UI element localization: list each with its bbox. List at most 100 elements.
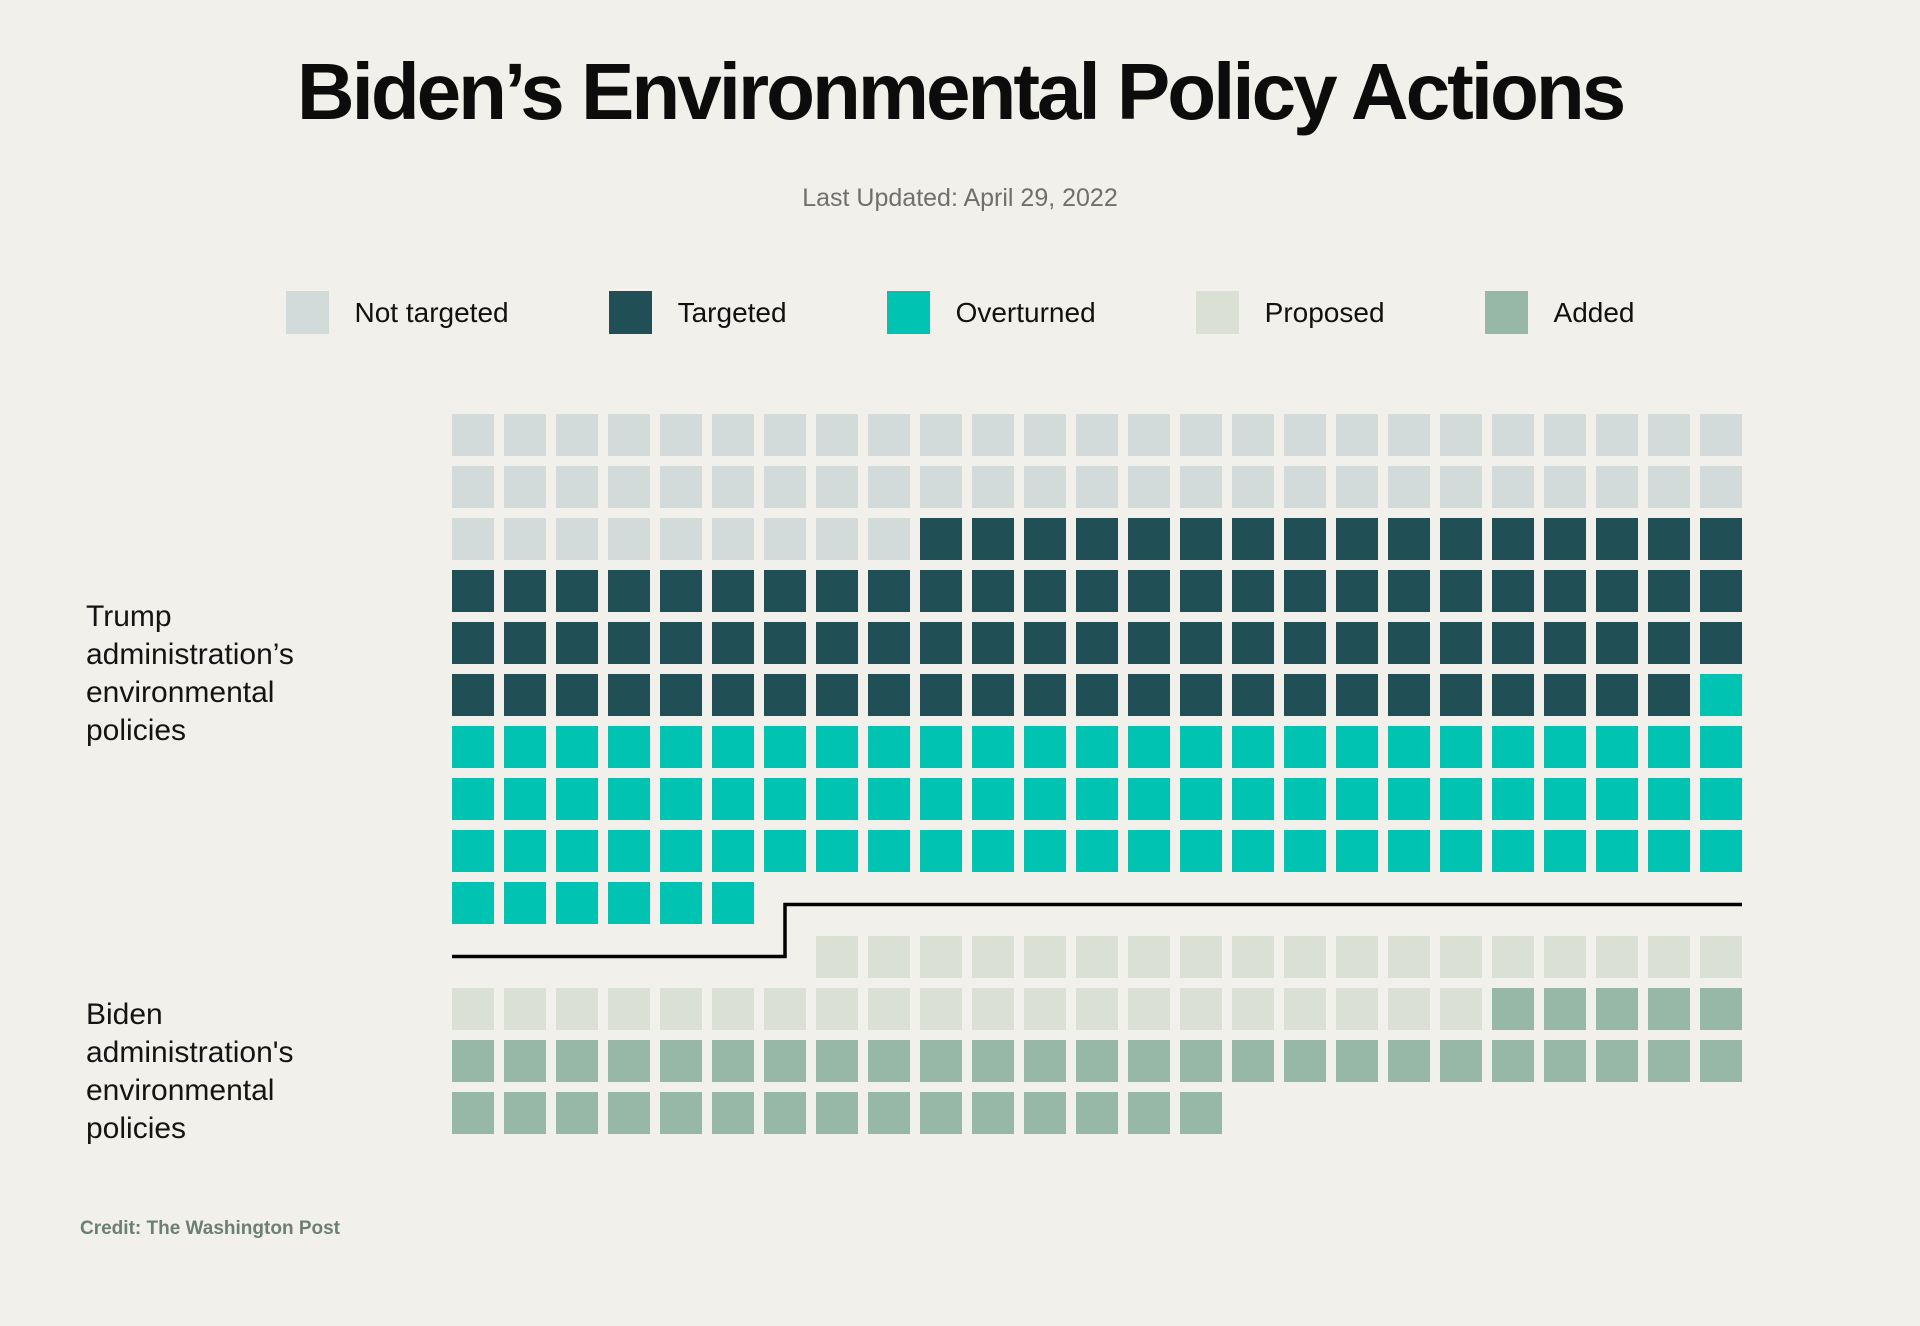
waffle-cell-targeted <box>1336 674 1378 716</box>
waffle-cell-proposed <box>1492 936 1534 978</box>
waffle-cell-targeted <box>712 674 754 716</box>
waffle-cell-added <box>1180 1040 1222 1082</box>
waffle-cell-added <box>920 1040 962 1082</box>
waffle-cell-overturned <box>1024 830 1066 872</box>
waffle-cell-not_targeted <box>1232 466 1274 508</box>
waffle-cell-targeted <box>868 674 910 716</box>
waffle-cell-not_targeted <box>816 518 858 560</box>
waffle-cell-targeted <box>1180 622 1222 664</box>
waffle-cell-overturned <box>1648 726 1690 768</box>
waffle-cell-overturned <box>556 882 598 924</box>
waffle-cell-not_targeted <box>452 518 494 560</box>
legend-item-targeted: Targeted <box>608 291 787 334</box>
waffle-cell-not_targeted <box>556 466 598 508</box>
waffle-cell-not_targeted <box>1492 466 1534 508</box>
waffle-cell-targeted <box>1076 518 1118 560</box>
legend-label-proposed: Proposed <box>1264 296 1385 328</box>
waffle-cell-added <box>1232 1040 1274 1082</box>
waffle-cell-not_targeted <box>972 414 1014 456</box>
waffle-cell-targeted <box>868 570 910 612</box>
waffle-cell-proposed <box>1232 988 1274 1030</box>
waffle-cell-overturned <box>712 830 754 872</box>
waffle-cell-added <box>816 1092 858 1134</box>
waffle-cell-targeted <box>1648 622 1690 664</box>
waffle-cell-overturned <box>1440 778 1482 820</box>
waffle-cell-not_targeted <box>1596 414 1638 456</box>
waffle-cell-targeted <box>1232 674 1274 716</box>
waffle-cell-targeted <box>504 622 546 664</box>
waffle-cell-overturned <box>1232 726 1274 768</box>
waffle-cell-added <box>1648 1040 1690 1082</box>
waffle-cell-overturned <box>1700 778 1742 820</box>
waffle-cell-proposed <box>920 988 962 1030</box>
waffle-cell-proposed <box>1596 936 1638 978</box>
waffle-cell-targeted <box>972 622 1014 664</box>
legend-swatch-proposed <box>1195 291 1239 334</box>
waffle-cell-targeted <box>556 622 598 664</box>
waffle-cell-not_targeted <box>1596 466 1638 508</box>
chart-title: Biden’s Environmental Policy Actions <box>296 47 1626 136</box>
waffle-cell-targeted <box>1336 518 1378 560</box>
waffle-cell-overturned <box>556 830 598 872</box>
waffle-cell-added <box>1024 1092 1066 1134</box>
waffle-cell-added <box>1596 988 1638 1030</box>
legend-item-not-targeted: Not targeted <box>285 291 509 334</box>
waffle-cell-targeted <box>764 570 806 612</box>
waffle-cell-overturned <box>660 726 702 768</box>
waffle-cell-targeted <box>816 622 858 664</box>
waffle-cell-overturned <box>764 726 806 768</box>
waffle-cell-targeted <box>1284 622 1326 664</box>
waffle-cell-targeted <box>1232 570 1274 612</box>
waffle-cell-overturned <box>764 778 806 820</box>
waffle-cell-overturned <box>1700 726 1742 768</box>
waffle-cell-not_targeted <box>1440 466 1482 508</box>
waffle-cell-not_targeted <box>712 466 754 508</box>
waffle-cell-targeted <box>1024 518 1066 560</box>
waffle-cell-added <box>452 1040 494 1082</box>
waffle-cell-targeted <box>920 570 962 612</box>
waffle-cell-added <box>504 1040 546 1082</box>
waffle-cell-added <box>712 1040 754 1082</box>
waffle-cell-overturned <box>1440 830 1482 872</box>
waffle-cell-overturned <box>1024 778 1066 820</box>
waffle-cell-overturned <box>816 830 858 872</box>
legend-item-proposed: Proposed <box>1195 291 1385 334</box>
waffle-cell-added <box>868 1040 910 1082</box>
waffle-cell-targeted <box>504 674 546 716</box>
waffle-cell-not_targeted <box>1128 466 1170 508</box>
waffle-cell-not_targeted <box>452 414 494 456</box>
waffle-cell-targeted <box>1128 622 1170 664</box>
legend-item-overturned: Overturned <box>886 291 1096 334</box>
waffle-cell-overturned <box>1180 778 1222 820</box>
legend-item-added: Added <box>1484 291 1635 334</box>
waffle-cell-not_targeted <box>1232 414 1274 456</box>
waffle-cell-overturned <box>1024 726 1066 768</box>
waffle-cell-targeted <box>504 570 546 612</box>
waffle-cell-targeted <box>1648 570 1690 612</box>
waffle-cell-proposed <box>1388 936 1430 978</box>
waffle-cell-added <box>972 1040 1014 1082</box>
waffle-cell-not_targeted <box>712 518 754 560</box>
waffle-cell-targeted <box>1492 674 1534 716</box>
waffle-cell-not_targeted <box>556 518 598 560</box>
waffle-cell-targeted <box>608 622 650 664</box>
waffle-cell-not_targeted <box>1544 466 1586 508</box>
waffle-cell-not_targeted <box>868 518 910 560</box>
waffle-cell-overturned <box>1232 830 1274 872</box>
waffle-cell-overturned <box>1648 778 1690 820</box>
waffle-cell-targeted <box>1336 622 1378 664</box>
waffle-cell-not_targeted <box>1180 466 1222 508</box>
waffle-cell-not_targeted <box>816 466 858 508</box>
waffle-cell-targeted <box>972 570 1014 612</box>
waffle-cell-overturned <box>1180 726 1222 768</box>
chart-subtitle: Last Updated: April 29, 2022 <box>802 184 1118 212</box>
waffle-cell-not_targeted <box>608 518 650 560</box>
waffle-cell-targeted <box>816 674 858 716</box>
waffle-cell-proposed <box>712 988 754 1030</box>
waffle-cell-not_targeted <box>1336 466 1378 508</box>
waffle-cell-not_targeted <box>1648 414 1690 456</box>
waffle-cell-added <box>1440 1040 1482 1082</box>
waffle-cell-overturned <box>1076 778 1118 820</box>
waffle-cell-targeted <box>972 518 1014 560</box>
waffle-cell-not_targeted <box>504 466 546 508</box>
